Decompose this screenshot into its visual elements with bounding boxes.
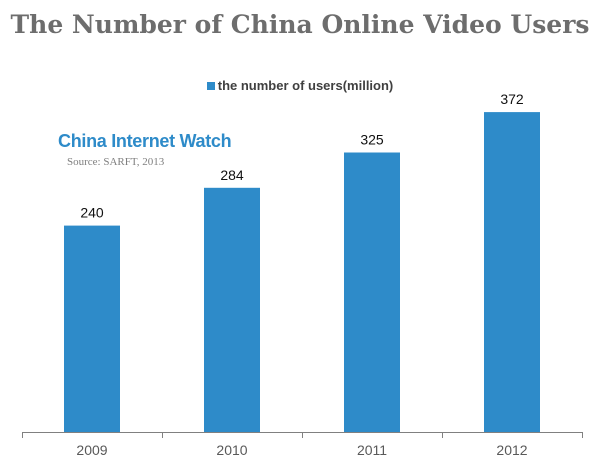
data-label-2010: 284: [220, 167, 244, 183]
legend-swatch: [206, 82, 215, 90]
source-note: Source: SARFT, 2013: [67, 156, 165, 168]
bar-2012: [484, 112, 540, 432]
chart-title: The Number of China Online Video Users: [10, 10, 590, 39]
bar-2011: [344, 152, 400, 432]
data-label-2012: 372: [500, 91, 524, 107]
x-tick-label-2009: 2009: [76, 442, 107, 458]
x-tick-label-2012: 2012: [496, 442, 527, 458]
x-axis: [22, 432, 583, 438]
data-label-2009: 240: [80, 205, 104, 221]
x-tick-label-2011: 2011: [357, 442, 387, 458]
legend-label: the number of users(million): [217, 78, 394, 93]
watermark: China Internet Watch: [58, 131, 232, 151]
bar-2009: [64, 225, 120, 432]
x-tick-label-2010: 2010: [216, 442, 247, 458]
labels-group: 240 2009 284 2010 325 2011 372 2012: [76, 91, 527, 458]
legend: the number of users(million): [0, 78, 600, 93]
bar-2010: [204, 187, 260, 432]
bars-group: [64, 112, 540, 432]
data-label-2011: 325: [360, 132, 384, 148]
